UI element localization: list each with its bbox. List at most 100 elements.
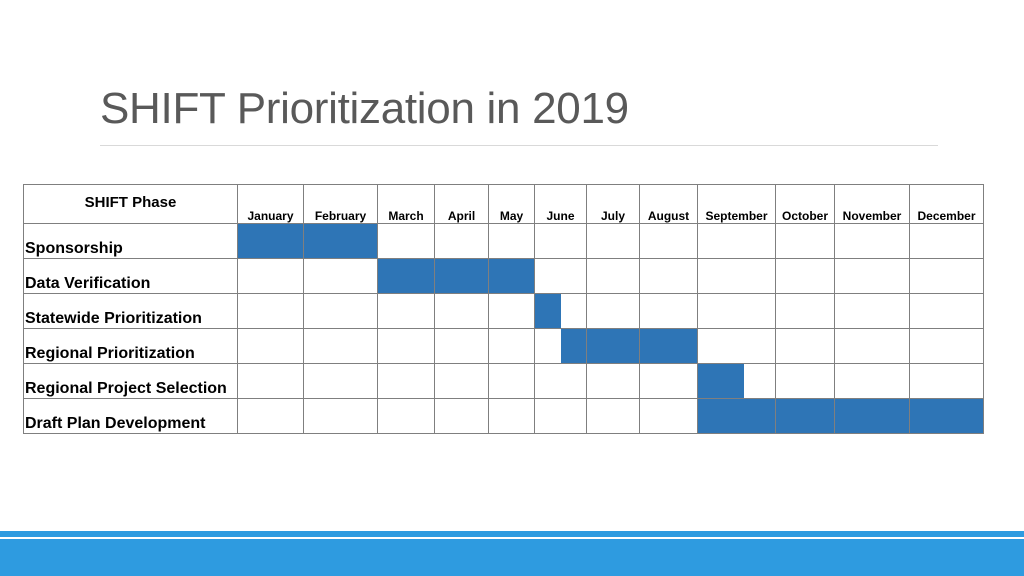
month-cell — [586, 363, 640, 399]
month-cell — [909, 363, 984, 399]
month-cell — [775, 398, 835, 434]
month-cell — [586, 258, 640, 294]
month-header: May — [488, 184, 535, 224]
month-cell — [775, 328, 835, 364]
month-cell — [697, 258, 776, 294]
month-cell — [639, 258, 698, 294]
month-cell — [834, 258, 910, 294]
gantt-bar-segment — [489, 259, 534, 293]
month-cell — [834, 398, 910, 434]
footer-band — [0, 539, 1024, 576]
slide-title: SHIFT Prioritization in 2019 — [100, 84, 629, 133]
phase-column-header: SHIFT Phase — [23, 184, 238, 224]
month-header: July — [586, 184, 640, 224]
month-cell — [303, 398, 378, 434]
month-header: June — [534, 184, 587, 224]
month-cell — [586, 293, 640, 329]
phase-label: Data Verification — [23, 258, 238, 294]
month-header: October — [775, 184, 835, 224]
month-cell — [775, 363, 835, 399]
month-cell — [639, 293, 698, 329]
gantt-bar-segment — [776, 399, 834, 433]
phase-row: Statewide Prioritization — [23, 293, 984, 329]
month-cell — [586, 398, 640, 434]
month-cell — [237, 398, 304, 434]
phase-row: Draft Plan Development — [23, 398, 984, 434]
month-cell — [434, 328, 489, 364]
month-cell — [377, 328, 435, 364]
month-cell — [775, 223, 835, 259]
month-cell — [488, 293, 535, 329]
phase-label: Draft Plan Development — [23, 398, 238, 434]
phase-label: Statewide Prioritization — [23, 293, 238, 329]
gantt-bar-segment — [304, 224, 377, 258]
month-cell — [697, 398, 776, 434]
month-cell — [639, 398, 698, 434]
month-cell — [534, 363, 587, 399]
month-cell — [303, 363, 378, 399]
month-cell — [303, 258, 378, 294]
month-cell — [434, 258, 489, 294]
month-cell — [909, 293, 984, 329]
month-cell — [534, 258, 587, 294]
phase-row: Sponsorship — [23, 223, 984, 259]
month-cell — [237, 258, 304, 294]
month-cell — [434, 223, 489, 259]
gantt-bar-segment — [698, 399, 775, 433]
month-cell — [639, 328, 698, 364]
month-cell — [909, 223, 984, 259]
month-cell — [488, 328, 535, 364]
month-header: September — [697, 184, 776, 224]
month-cell — [488, 398, 535, 434]
gantt-header-row: SHIFT Phase January February March April May… — [23, 184, 984, 224]
month-cell — [303, 293, 378, 329]
month-header: April — [434, 184, 489, 224]
gantt-bar-segment — [535, 294, 561, 328]
month-cell — [377, 398, 435, 434]
month-cell — [834, 223, 910, 259]
month-cell — [775, 293, 835, 329]
month-header: August — [639, 184, 698, 224]
month-cell — [377, 363, 435, 399]
month-header: February — [303, 184, 378, 224]
month-cell — [534, 293, 587, 329]
month-cell — [237, 293, 304, 329]
phase-row: Regional Prioritization — [23, 328, 984, 364]
gantt-bar-segment — [378, 259, 434, 293]
month-header: January — [237, 184, 304, 224]
month-cell — [697, 223, 776, 259]
month-cell — [237, 223, 304, 259]
month-cell — [909, 398, 984, 434]
month-cell — [909, 258, 984, 294]
month-cell — [434, 398, 489, 434]
title-divider — [100, 145, 938, 146]
gantt-bar-segment — [238, 224, 303, 258]
month-cell — [434, 293, 489, 329]
gantt-bar-segment — [698, 364, 745, 398]
month-cell — [534, 223, 587, 259]
month-cell — [488, 258, 535, 294]
month-cell — [237, 363, 304, 399]
month-cell — [639, 223, 698, 259]
month-cell — [697, 363, 776, 399]
gantt-table: SHIFT Phase January February March April May… — [23, 184, 984, 434]
month-header: December — [909, 184, 984, 224]
gantt-bar-segment — [910, 399, 983, 433]
month-cell — [377, 258, 435, 294]
month-cell — [586, 223, 640, 259]
month-cell — [488, 223, 535, 259]
month-cell — [586, 328, 640, 364]
gantt-bar-segment — [435, 259, 488, 293]
gantt-bar-segment — [587, 329, 639, 363]
month-cell — [237, 328, 304, 364]
month-cell — [303, 223, 378, 259]
month-cell — [434, 363, 489, 399]
month-cell — [834, 363, 910, 399]
month-cell — [377, 293, 435, 329]
month-cell — [697, 293, 776, 329]
month-cell — [909, 328, 984, 364]
month-cell — [303, 328, 378, 364]
phase-label: Sponsorship — [23, 223, 238, 259]
gantt-bar-segment — [560, 329, 586, 363]
month-cell — [534, 398, 587, 434]
